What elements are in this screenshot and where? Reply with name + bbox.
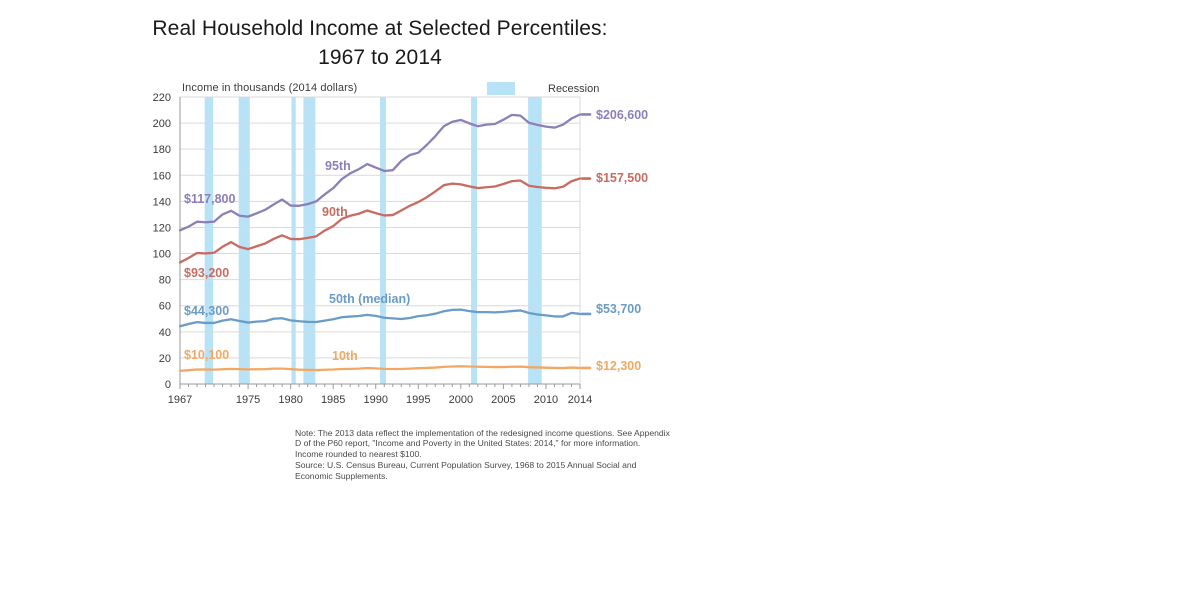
start-value-label-90th: $93,200	[184, 266, 229, 280]
recession-band-2	[238, 97, 250, 384]
y-axis-caption: Income in thousands (2014 dollars)	[182, 82, 358, 94]
x-tick-label-1967: 1967	[168, 394, 192, 406]
x-tick-label-1975: 1975	[236, 394, 260, 406]
end-value-label-50th-median-: $53,700	[596, 302, 641, 316]
y-tick-label-60: 60	[159, 301, 171, 313]
y-tick-label-0: 0	[165, 379, 171, 391]
chart-title-line-2: 1967 to 2014	[318, 46, 442, 69]
end-value-label-95th: $206,600	[596, 108, 648, 122]
x-tick-marks: 1967 1975 1980 1985 1990 1995 2000 2005 2010 2014	[168, 384, 592, 406]
series-line-90th	[178, 177, 582, 264]
footnote-note: Note: The 2013 data reflect the implemen…	[295, 428, 670, 459]
start-value-label-95th: $117,800	[184, 192, 235, 206]
recession-band-7	[528, 97, 542, 384]
y-tick-label-220: 220	[153, 92, 171, 104]
y-tick-label-140: 140	[153, 196, 171, 208]
end-value-label-10th: $12,300	[596, 359, 641, 373]
chart-legend: Recession	[487, 82, 599, 95]
recession-band-6	[471, 97, 478, 384]
y-tick-label-180: 180	[153, 144, 171, 156]
x-tick-label-1985: 1985	[321, 394, 345, 406]
x-tick-label-2000: 2000	[449, 394, 473, 406]
recession-legend-label: Recession	[548, 82, 600, 95]
series-line-50th-median-	[178, 308, 582, 328]
series-line-95th	[178, 113, 582, 232]
y-tick-label-100: 100	[153, 249, 171, 261]
x-tick-label-1980: 1980	[278, 394, 302, 406]
start-value-label-50th-median-: $44,300	[184, 304, 229, 318]
end-value-label-90th: $157,500	[596, 171, 648, 185]
chart-title: Real Household Income at Selected Percen…	[0, 14, 760, 72]
recession-legend-swatch	[487, 82, 515, 95]
recession-band-5	[380, 97, 386, 384]
y-gridlines: 0 20 40 60 80 100 120 140 160 180 200 220	[153, 92, 580, 391]
recession-band-4	[303, 97, 316, 384]
x-tick-label-2005: 2005	[491, 394, 515, 406]
series-name-label-95th: 95th	[325, 159, 351, 173]
recession-band-3	[291, 97, 296, 384]
chart-title-line-1: Real Household Income at Selected Percen…	[152, 17, 608, 40]
y-tick-label-40: 40	[159, 327, 171, 339]
series-name-label-90th: 90th	[322, 205, 348, 219]
y-tick-label-80: 80	[159, 275, 171, 287]
start-value-label-10th: $10,100	[184, 348, 229, 362]
x-tick-label-2014: 2014	[568, 394, 592, 406]
y-tick-label-20: 20	[159, 353, 171, 365]
series-name-label-50th-median-: 50th (median)	[329, 292, 410, 306]
recession-band-1	[204, 97, 214, 384]
x-tick-label-1990: 1990	[364, 394, 388, 406]
series-name-label-10th: 10th	[332, 349, 358, 363]
x-tick-label-1995: 1995	[406, 394, 430, 406]
recession-bands	[204, 97, 542, 384]
series-line-10th	[178, 365, 582, 372]
y-tick-label-200: 200	[153, 118, 171, 130]
y-tick-label-160: 160	[153, 170, 171, 182]
chart-footnotes: Note: The 2013 data reflect the implemen…	[295, 428, 670, 481]
footnote-source: Source: U.S. Census Bureau, Current Popu…	[295, 460, 637, 481]
x-tick-label-2010: 2010	[534, 394, 558, 406]
y-tick-label-120: 120	[153, 222, 171, 234]
